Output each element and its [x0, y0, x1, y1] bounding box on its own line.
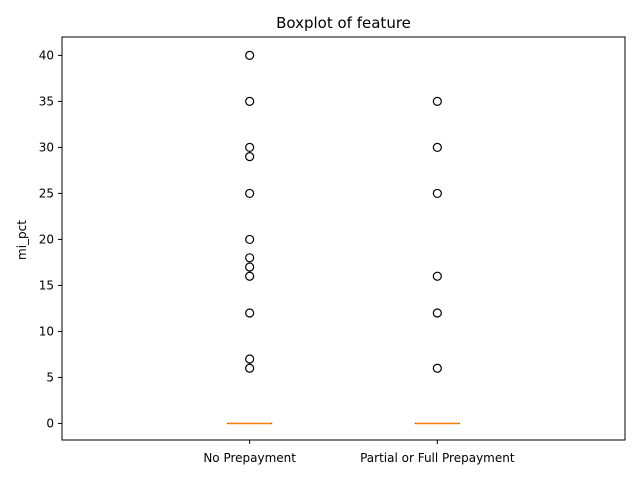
y-tick-label: 0	[46, 416, 54, 430]
y-tick-label: 5	[46, 370, 54, 384]
outlier-point	[245, 142, 255, 153]
outlier-point	[432, 188, 442, 199]
chart-title: Boxplot of feature	[276, 14, 411, 32]
x-tick-label: Partial or Full Prepayment	[360, 451, 515, 465]
y-tick-label: 25	[39, 186, 54, 200]
y-tick-label: 30	[39, 140, 54, 154]
outlier-point	[245, 308, 255, 318]
plot-frame	[61, 36, 626, 441]
outlier-point	[432, 308, 442, 318]
y-tick-label: 20	[39, 232, 54, 246]
outlier-point	[432, 271, 442, 281]
y-tick-label: 10	[39, 324, 54, 338]
y-tick-label: 15	[39, 278, 54, 292]
outlier-point	[245, 271, 255, 281]
plot-area: 0 5 10 15 20 25 30 35 40 No Prepayment Partial or …	[39, 48, 515, 465]
outlier-point	[245, 262, 255, 272]
outlier-point	[245, 152, 255, 162]
outlier-point	[245, 234, 255, 245]
y-tick-label: 35	[39, 94, 54, 108]
outlier-point	[245, 253, 255, 263]
outlier-point	[245, 50, 255, 61]
y-tick-label: 40	[39, 48, 54, 62]
outlier-point	[245, 354, 255, 364]
outlier-point	[245, 96, 255, 107]
outlier-point	[432, 96, 442, 107]
outlier-point	[432, 142, 442, 153]
outlier-point	[245, 188, 255, 199]
x-tick-label: No Prepayment	[203, 451, 296, 465]
outlier-point	[245, 363, 255, 373]
outlier-point	[432, 363, 442, 373]
y-axis-label: mi_pct	[15, 220, 29, 260]
